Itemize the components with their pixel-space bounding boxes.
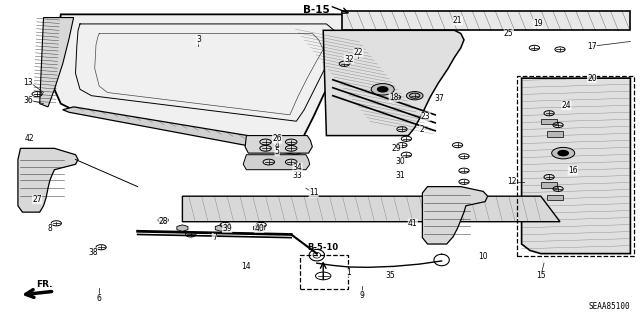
Text: 36: 36 bbox=[23, 96, 33, 105]
Polygon shape bbox=[243, 155, 310, 170]
Text: 22: 22 bbox=[354, 48, 363, 57]
Text: 37: 37 bbox=[434, 94, 444, 103]
Text: 7: 7 bbox=[212, 233, 217, 242]
Bar bbox=[541, 119, 557, 124]
Text: 34: 34 bbox=[292, 163, 303, 172]
Bar bbox=[547, 195, 563, 200]
Text: 33: 33 bbox=[292, 171, 303, 180]
Text: 38: 38 bbox=[88, 248, 98, 256]
Text: 30: 30 bbox=[395, 157, 405, 166]
Text: 29: 29 bbox=[392, 144, 402, 153]
Circle shape bbox=[371, 84, 394, 95]
Text: 32: 32 bbox=[344, 55, 354, 63]
Text: 25: 25 bbox=[504, 29, 514, 38]
Text: 11: 11 bbox=[309, 189, 318, 197]
Text: 18: 18 bbox=[389, 93, 398, 102]
Text: 19: 19 bbox=[532, 19, 543, 28]
Polygon shape bbox=[40, 18, 74, 107]
Text: 14: 14 bbox=[241, 262, 252, 271]
Text: 4: 4 bbox=[275, 141, 280, 150]
Polygon shape bbox=[177, 225, 188, 231]
Bar bbox=[517, 76, 634, 256]
Text: 15: 15 bbox=[536, 271, 546, 280]
Text: 26: 26 bbox=[272, 134, 282, 143]
Circle shape bbox=[378, 87, 388, 92]
Text: 23: 23 bbox=[420, 112, 431, 121]
Text: 1: 1 bbox=[346, 268, 351, 277]
Text: 16: 16 bbox=[568, 166, 578, 175]
Text: B-15: B-15 bbox=[303, 5, 330, 15]
Text: 9: 9 bbox=[359, 291, 364, 300]
Polygon shape bbox=[63, 107, 306, 155]
Circle shape bbox=[552, 147, 575, 159]
Text: 12: 12 bbox=[508, 177, 516, 186]
Polygon shape bbox=[245, 136, 312, 153]
Text: 10: 10 bbox=[478, 252, 488, 261]
Polygon shape bbox=[522, 78, 630, 254]
Text: 13: 13 bbox=[23, 78, 33, 87]
Text: 28: 28 bbox=[159, 217, 168, 226]
Text: 41: 41 bbox=[408, 219, 418, 228]
Polygon shape bbox=[54, 14, 357, 145]
Text: SEAA85100: SEAA85100 bbox=[589, 302, 630, 311]
Text: FR.: FR. bbox=[36, 280, 53, 289]
Text: 2: 2 bbox=[419, 125, 424, 134]
Bar bbox=[547, 131, 563, 137]
Text: 6: 6 bbox=[97, 294, 102, 303]
Text: 20: 20 bbox=[587, 74, 597, 83]
Polygon shape bbox=[323, 30, 464, 136]
Text: 27: 27 bbox=[32, 195, 42, 204]
Bar bbox=[300, 255, 348, 289]
Text: 42: 42 bbox=[24, 134, 35, 143]
Circle shape bbox=[406, 92, 423, 100]
Polygon shape bbox=[215, 225, 227, 231]
Text: 17: 17 bbox=[587, 42, 597, 51]
Polygon shape bbox=[253, 225, 265, 231]
Text: 39: 39 bbox=[222, 224, 232, 233]
Polygon shape bbox=[422, 187, 488, 244]
Text: B-5-10: B-5-10 bbox=[308, 243, 339, 252]
Text: 5: 5 bbox=[275, 147, 280, 156]
Text: 35: 35 bbox=[385, 271, 396, 280]
Polygon shape bbox=[18, 148, 78, 212]
Text: 8: 8 bbox=[47, 224, 52, 233]
Text: 24: 24 bbox=[561, 101, 572, 110]
Bar bbox=[541, 182, 557, 188]
Text: 21: 21 bbox=[453, 16, 462, 25]
Polygon shape bbox=[182, 196, 560, 222]
Text: 40: 40 bbox=[254, 224, 264, 233]
Polygon shape bbox=[342, 11, 630, 30]
Text: 31: 31 bbox=[395, 171, 405, 180]
Text: 3: 3 bbox=[196, 35, 201, 44]
Circle shape bbox=[558, 151, 568, 156]
